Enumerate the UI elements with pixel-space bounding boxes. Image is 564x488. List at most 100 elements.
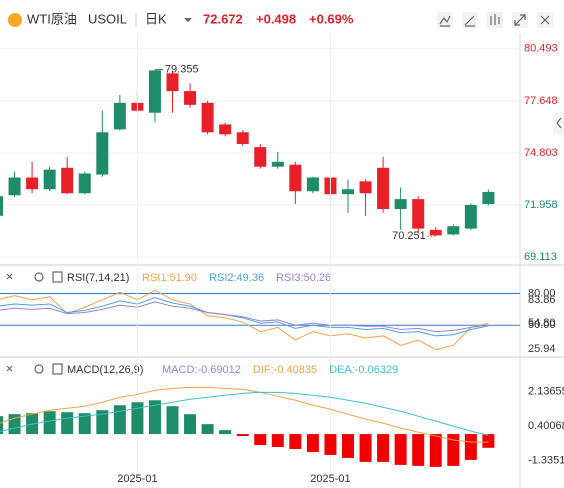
candle-body: [61, 167, 74, 194]
close-icon[interactable]: [6, 365, 13, 372]
macd-bar: [342, 434, 354, 458]
macd-bar: [412, 434, 425, 466]
legend-entry: DIF:-0.40835: [253, 364, 317, 376]
macd-line: [0, 391, 489, 436]
candle-body: [43, 169, 56, 190]
y-tick-label: 50.00: [528, 319, 556, 331]
tool-icon: [514, 14, 526, 26]
macd-bar: [464, 434, 477, 460]
x-tick-label: 2025-01: [117, 473, 157, 485]
macd-bar: [8, 414, 21, 435]
y-tick-label: 2.13655: [528, 386, 564, 398]
candle-body: [306, 177, 319, 192]
rsi-line: [0, 301, 489, 333]
legend-entry: RSI2:49.36: [209, 272, 264, 284]
legend-entry: RSI1:51.90: [142, 272, 197, 284]
macd-bar: [429, 434, 442, 467]
candle-body: [447, 226, 460, 235]
macd-bar: [61, 412, 74, 435]
x-tick-label: 2025-01: [310, 473, 350, 485]
macd-bar: [43, 411, 56, 435]
candle-body: [166, 73, 179, 92]
settings-icon[interactable]: [34, 272, 44, 282]
symbol-code: USOIL: [88, 11, 127, 26]
legend-entry: MACD:-0.69012: [162, 364, 241, 376]
period[interactable]: 日K: [145, 11, 167, 26]
indicator-icon[interactable]: [52, 363, 63, 375]
candle-body: [482, 191, 495, 205]
y-tick-label: 77.648: [524, 95, 558, 107]
tool-icon: [540, 15, 550, 25]
candle-body: [113, 102, 126, 130]
y-tick-label: 71.958: [524, 199, 558, 211]
macd-bar: [482, 434, 495, 448]
candle-body: [96, 132, 109, 175]
rsi-line: [0, 297, 489, 337]
candle-body: [26, 177, 39, 190]
legend-entry: RSI3:50.26: [276, 272, 331, 284]
collapse-icon: [556, 117, 562, 129]
macd-bar: [78, 413, 91, 435]
period-dropdown[interactable]: [184, 18, 192, 22]
change: +0.498: [256, 11, 296, 26]
candle-body: [8, 177, 21, 196]
candle-body: [148, 70, 161, 113]
macd-line: [0, 386, 489, 443]
macd-bar: [271, 434, 284, 447]
macd-bar: [254, 434, 267, 446]
candle-body: [254, 147, 267, 167]
macd-bar: [184, 414, 197, 435]
y-tick-label: 69.113: [524, 251, 557, 263]
collapse-button[interactable]: [553, 112, 564, 134]
axis-note: 54.80: [528, 317, 556, 329]
macd-bar: [324, 434, 337, 455]
candle-body: [219, 124, 232, 135]
macd-bar: [306, 434, 319, 452]
y-tick-label: 0.40068: [528, 420, 564, 432]
macd-bar: [236, 434, 249, 437]
macd-bar: [359, 434, 372, 462]
symbol-name: WTI原油: [27, 11, 77, 26]
settings-icon[interactable]: [34, 364, 44, 374]
y-tick-label: -1.33518: [528, 455, 564, 467]
macd-bar: [113, 405, 126, 435]
price: 72.672: [203, 11, 243, 26]
macd-bar: [201, 424, 214, 435]
candle-body: [0, 196, 3, 216]
candle-body: [464, 204, 477, 229]
axis-note: 25.94: [528, 343, 556, 355]
tool-icon: [490, 14, 500, 25]
legend-entry: DEA:-0.06329: [329, 364, 398, 376]
low-label: 70.251: [392, 230, 426, 242]
candle-body: [377, 167, 390, 209]
macd-bar: [148, 400, 161, 435]
candle-body: [394, 199, 407, 209]
symbol-icon: [8, 13, 22, 27]
indicator-icon[interactable]: [52, 271, 63, 283]
candle-body: [342, 189, 354, 195]
macd-bar: [131, 402, 144, 435]
rsi-line: [0, 289, 489, 351]
candle-body: [271, 161, 284, 167]
y-tick-label: 80.00: [528, 287, 556, 299]
macd-bar: [96, 410, 109, 435]
tool-icon: [439, 15, 451, 27]
candle-body: [201, 102, 214, 133]
candle-body: [359, 181, 372, 194]
candle-body: [236, 132, 249, 145]
y-tick-label: 74.803: [524, 147, 558, 159]
macd-bar: [166, 406, 179, 435]
candle-body: [289, 164, 302, 192]
axis-note: 83.86: [528, 294, 556, 306]
candle-body: [412, 199, 425, 229]
macd-title: MACD(12,26,9): [67, 364, 143, 376]
rsi-title: RSI(7,14,21): [67, 272, 129, 284]
candle-body: [184, 91, 197, 105]
tool-icon: [464, 15, 475, 27]
macd-bar: [377, 434, 390, 462]
y-tick-label: 80.493: [524, 43, 558, 55]
candle-body: [429, 229, 442, 236]
close-icon[interactable]: [6, 273, 13, 280]
macd-bar: [447, 434, 460, 466]
